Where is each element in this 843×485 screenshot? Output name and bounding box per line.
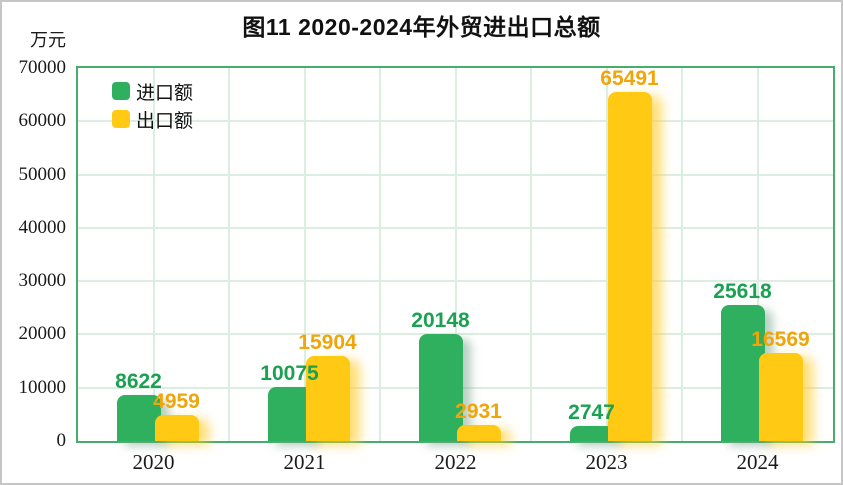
x-tick-label: 2023	[585, 450, 628, 474]
bar-export-2023	[607, 92, 652, 441]
bar-value-label-export-2024: 16569	[751, 327, 810, 351]
plot-area: 进口额出口额 8622 4959 10075 15904 20148 2931 2747 65…	[76, 66, 835, 443]
bar-value-label-export-2022: 2931	[455, 400, 502, 424]
bar-export-2022	[456, 425, 501, 441]
x-tick-label: 2022	[434, 450, 477, 474]
bar-import-2020	[116, 395, 161, 441]
bar-value-label-export-2021: 15904	[298, 331, 357, 355]
x-tick-label: 2020	[132, 450, 175, 474]
vertical-gridline	[605, 68, 608, 441]
bar-import-2023	[569, 426, 614, 441]
legend-swatch-icon	[112, 110, 130, 128]
legend-swatch-icon	[112, 82, 130, 100]
bar-value-label-export-2023: 65491	[600, 67, 659, 91]
vertical-gridline	[756, 68, 759, 441]
bar-value-label-import-2023: 2747	[568, 401, 615, 425]
bar-value-label-import-2020: 8622	[115, 370, 162, 394]
y-tick-label: 20000	[18, 323, 67, 345]
bar-value-label-import-2024: 25618	[713, 279, 772, 303]
bar-import-2024	[720, 304, 765, 441]
vertical-gridline	[454, 68, 457, 441]
bar-import-2021	[267, 387, 312, 441]
vertical-gridline	[152, 68, 155, 441]
y-axis-unit-label: 万元	[30, 30, 66, 50]
x-tick-label: 2024	[736, 450, 779, 474]
legend-label: 进口额	[136, 82, 194, 104]
y-tick-label: 10000	[18, 376, 67, 398]
legend: 进口额 出口额	[112, 77, 193, 133]
vertical-gridline	[379, 68, 381, 441]
vertical-gridline	[530, 68, 532, 441]
bar-value-label-import-2021: 10075	[260, 362, 319, 386]
y-tick-label: 50000	[18, 163, 67, 185]
bar-value-label-import-2022: 20148	[411, 308, 470, 332]
vertical-gridline	[228, 68, 230, 441]
bar-import-2022	[418, 333, 463, 441]
bar-value-label-export-2020: 4959	[153, 389, 200, 413]
y-tick-label: 30000	[18, 270, 67, 292]
legend-label: 出口额	[136, 110, 194, 132]
y-tick-label: 60000	[18, 110, 67, 132]
vertical-gridline	[303, 68, 306, 441]
x-tick-label: 2021	[283, 450, 326, 474]
bar-export-2024	[758, 352, 803, 441]
y-tick-label: 40000	[18, 216, 67, 238]
y-tick-label: 0	[56, 430, 67, 451]
bar-export-2021	[305, 356, 350, 441]
vertical-gridline	[681, 68, 683, 441]
bar-export-2020	[154, 414, 199, 441]
y-tick-label: 70000	[18, 57, 67, 78]
legend-item-export: 出口额	[112, 105, 193, 133]
legend-item-import: 进口额	[112, 77, 193, 105]
chart-title: 图11 2020-2024年外贸进出口总额	[242, 14, 601, 40]
